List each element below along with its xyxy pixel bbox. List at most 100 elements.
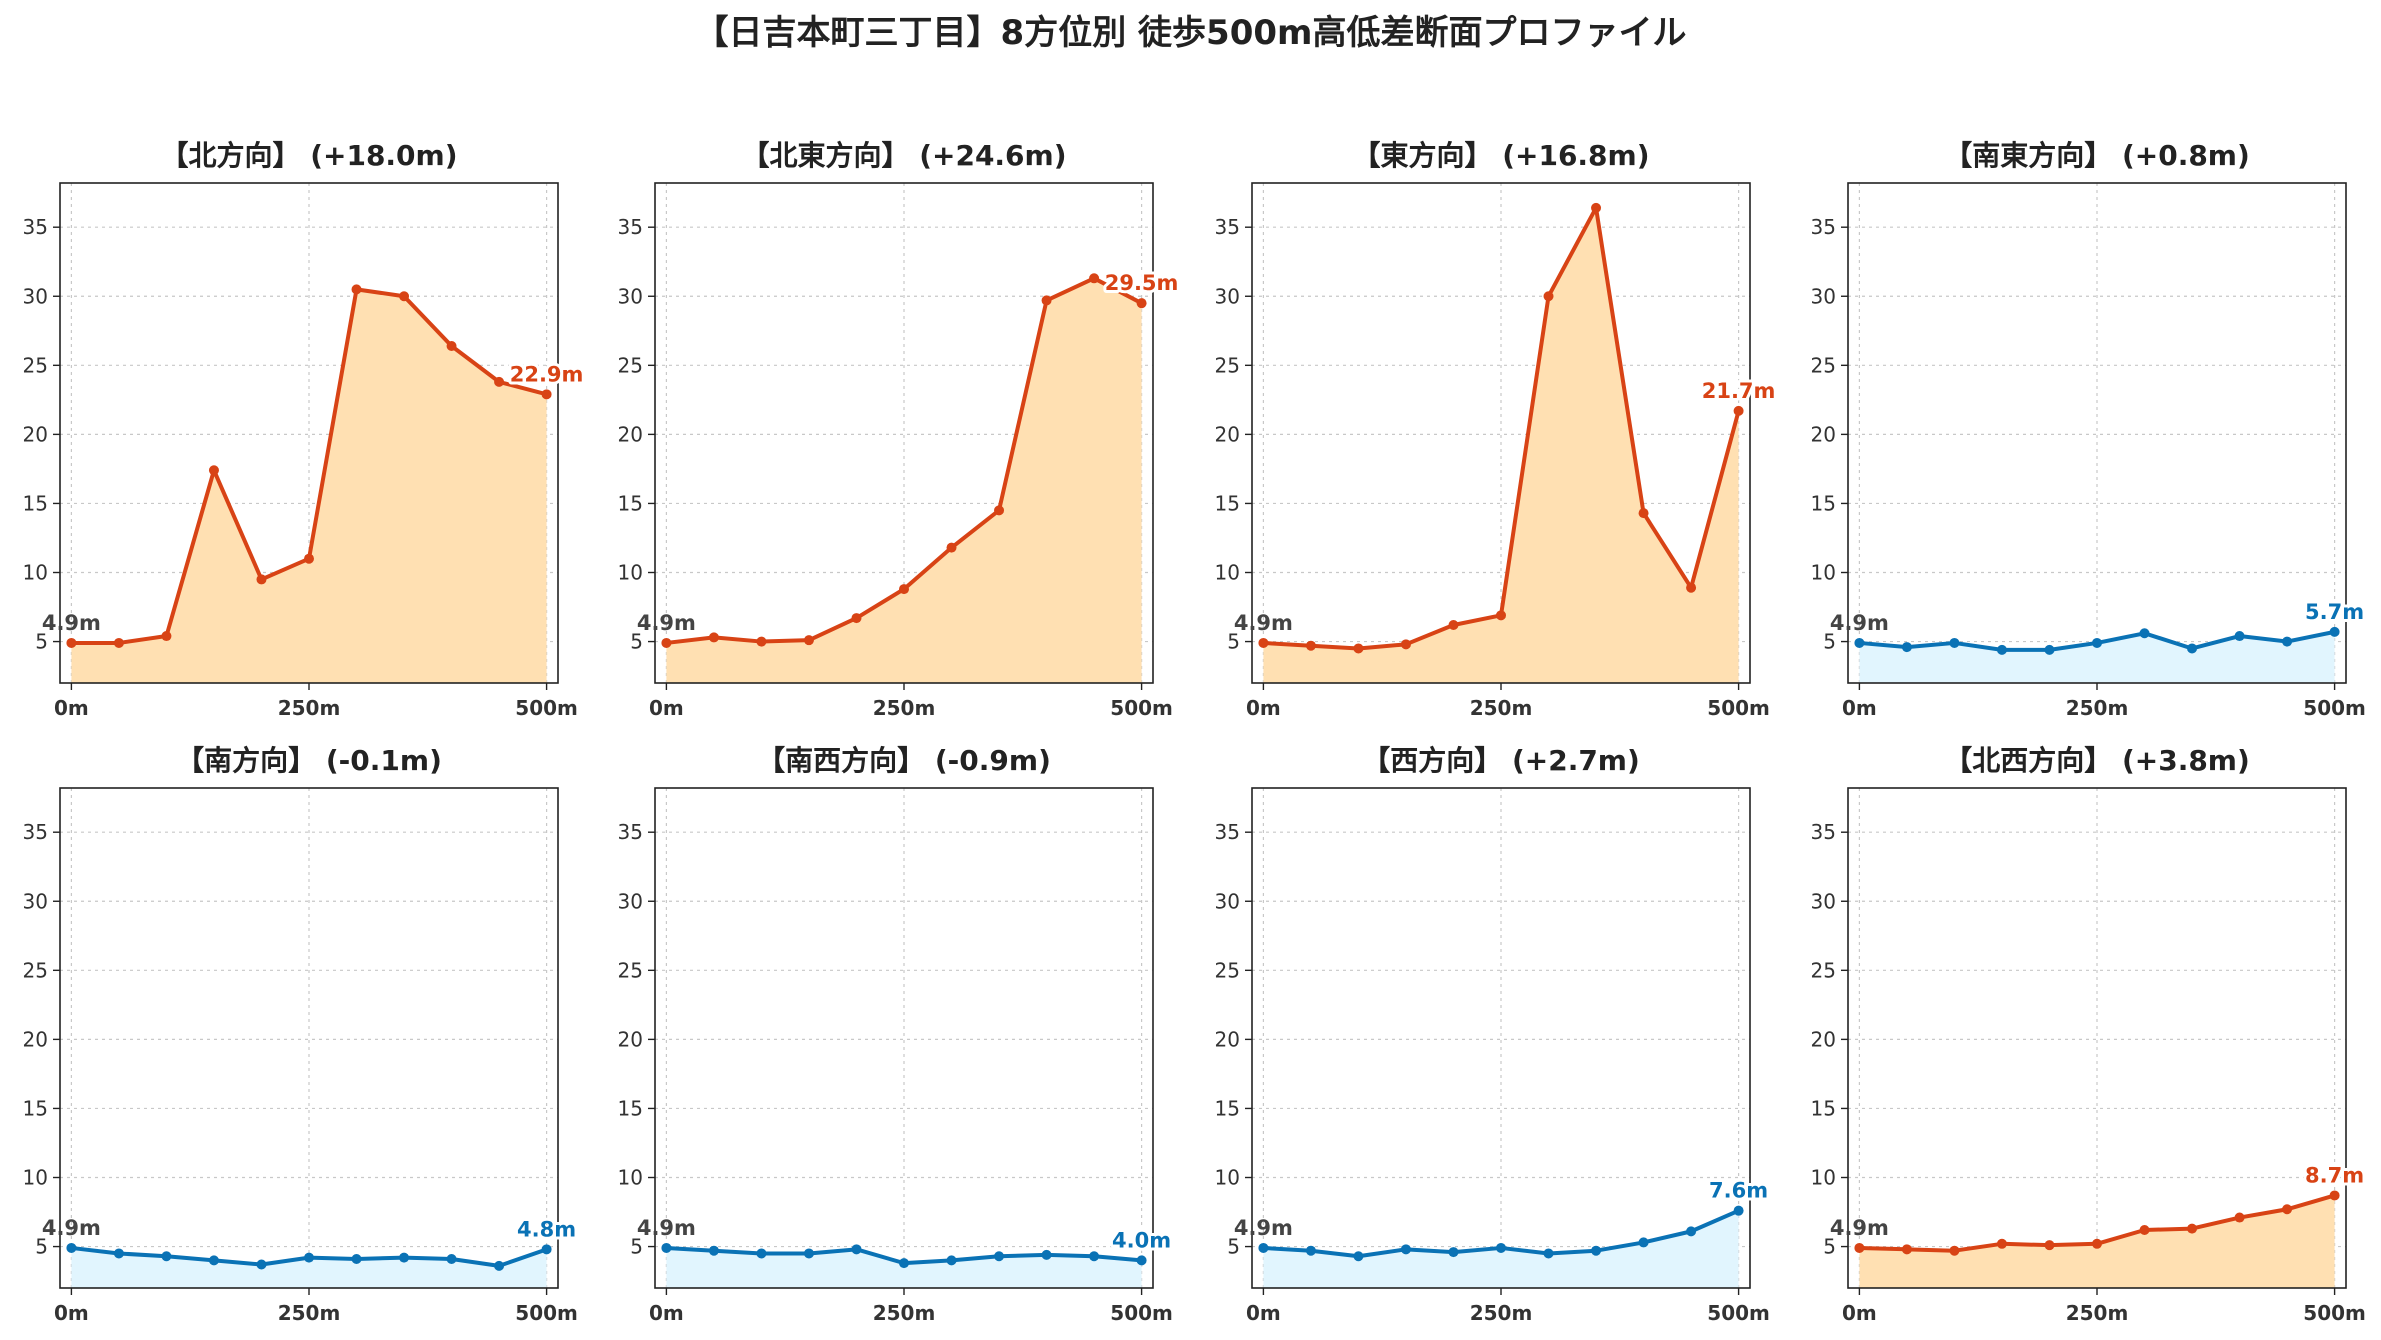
data-point xyxy=(1638,1237,1649,1248)
y-tick-label: 15 xyxy=(618,1096,643,1120)
plot-area xyxy=(661,273,1147,683)
y-tick-label: 25 xyxy=(1215,958,1240,982)
data-point xyxy=(708,1245,719,1256)
panel-title: 【東方向】 (+16.8m) xyxy=(1352,139,1649,172)
y-tick-label: 25 xyxy=(1811,958,1836,982)
data-point xyxy=(2282,636,2293,647)
y-tick-label: 10 xyxy=(1811,1166,1836,1190)
panel-title: 【南方向】 (-0.1m) xyxy=(176,744,442,777)
data-point xyxy=(1901,642,1912,653)
data-point xyxy=(803,1248,814,1259)
data-point xyxy=(304,553,314,564)
data-point xyxy=(494,376,505,387)
data-point xyxy=(756,636,767,647)
data-point xyxy=(113,637,124,648)
data-point xyxy=(256,1259,267,1270)
panel-2: 【東方向】 (+16.8m) 5 10 15 20 25 30 35 0m 250m 500m 4.9… xyxy=(1215,139,1779,720)
data-point xyxy=(1591,202,1602,213)
x-tick-label: 0m xyxy=(649,696,684,720)
data-point xyxy=(1089,1251,1100,1262)
panel-title: 【南西方向】 (-0.9m) xyxy=(757,744,1051,777)
x-tick-label: 250m xyxy=(2066,696,2129,720)
y-tick-label: 20 xyxy=(23,422,48,446)
data-point xyxy=(1591,1245,1602,1256)
y-tick-label: 15 xyxy=(23,1096,48,1120)
start-elevation-label: 4.9m xyxy=(1830,1216,1889,1240)
y-tick-label: 10 xyxy=(618,561,643,585)
data-point xyxy=(994,1251,1005,1262)
data-point xyxy=(1258,637,1269,648)
data-point xyxy=(66,1242,77,1253)
data-point xyxy=(1353,643,1364,654)
x-tick-label: 0m xyxy=(1246,696,1281,720)
y-tick-label: 20 xyxy=(1215,1027,1240,1051)
y-tick-label: 30 xyxy=(1215,889,1240,913)
data-point xyxy=(1901,1244,1912,1255)
data-point xyxy=(851,1244,862,1255)
data-point xyxy=(946,542,957,553)
data-point xyxy=(1305,640,1316,651)
x-tick-label: 500m xyxy=(1707,1301,1770,1325)
data-point xyxy=(399,1252,410,1263)
data-point xyxy=(803,635,814,646)
panel-title: 【南東方向】 (+0.8m) xyxy=(1944,139,2250,172)
data-point xyxy=(851,613,862,624)
y-tick-label: 30 xyxy=(1811,284,1836,308)
y-tick-label: 15 xyxy=(23,491,48,515)
data-point xyxy=(66,637,77,648)
data-point xyxy=(1448,619,1459,630)
x-tick-label: 0m xyxy=(54,696,89,720)
data-point xyxy=(2139,1224,2150,1235)
y-tick-label: 30 xyxy=(23,889,48,913)
elevation-area xyxy=(71,289,547,683)
x-tick-label: 0m xyxy=(1842,1301,1877,1325)
x-tick-label: 0m xyxy=(54,1301,89,1325)
panel-4: 【南方向】 (-0.1m) 5 10 15 20 25 30 35 0m 250m 500m 4.9m… xyxy=(23,744,580,1325)
data-point xyxy=(2329,626,2340,637)
data-point xyxy=(1041,295,1052,306)
data-point xyxy=(1353,1251,1364,1262)
x-tick-label: 500m xyxy=(1707,696,1770,720)
data-point xyxy=(399,291,410,302)
y-tick-label: 5 xyxy=(35,1235,48,1259)
data-point xyxy=(899,1258,909,1269)
data-point xyxy=(2187,1223,2198,1234)
data-point xyxy=(2234,631,2245,642)
y-tick-label: 35 xyxy=(1811,820,1836,844)
y-tick-label: 20 xyxy=(1215,422,1240,446)
x-tick-label: 500m xyxy=(2303,696,2366,720)
plot-area xyxy=(1258,202,1744,683)
y-tick-label: 35 xyxy=(618,820,643,844)
y-tick-label: 5 xyxy=(1823,1235,1836,1259)
y-tick-label: 10 xyxy=(1811,561,1836,585)
y-tick-label: 35 xyxy=(618,215,643,239)
panel-5: 【南西方向】 (-0.9m) 5 10 15 20 25 30 35 0m 250m 500m 4.9… xyxy=(618,744,1175,1325)
data-point xyxy=(1543,1248,1554,1259)
x-tick-label: 250m xyxy=(1470,696,1533,720)
data-point xyxy=(2092,1238,2102,1249)
x-tick-label: 250m xyxy=(2066,1301,2129,1325)
data-point xyxy=(1400,1244,1411,1255)
y-tick-label: 25 xyxy=(1811,353,1836,377)
y-tick-label: 25 xyxy=(23,353,48,377)
data-point xyxy=(1496,1242,1506,1253)
data-point xyxy=(1496,610,1506,621)
panel-title: 【西方向】 (+2.7m) xyxy=(1362,744,1640,777)
axes-frame xyxy=(59,787,559,1289)
end-elevation-label: 29.5m xyxy=(1105,271,1179,295)
data-point xyxy=(1305,1245,1316,1256)
data-point xyxy=(2139,628,2150,639)
y-tick-label: 25 xyxy=(23,958,48,982)
start-elevation-label: 4.9m xyxy=(637,1216,696,1240)
y-tick-label: 20 xyxy=(1811,1027,1836,1051)
y-tick-label: 35 xyxy=(1215,215,1240,239)
panel-3: 【南東方向】 (+0.8m) 5 10 15 20 25 30 35 0m 250m 500m 4.9… xyxy=(1811,139,2368,720)
x-tick-label: 500m xyxy=(1110,1301,1173,1325)
axes-frame xyxy=(1251,787,1751,1289)
y-tick-label: 25 xyxy=(618,353,643,377)
elevation-area xyxy=(1859,631,2335,683)
y-tick-label: 20 xyxy=(23,1027,48,1051)
y-tick-label: 5 xyxy=(630,630,643,654)
